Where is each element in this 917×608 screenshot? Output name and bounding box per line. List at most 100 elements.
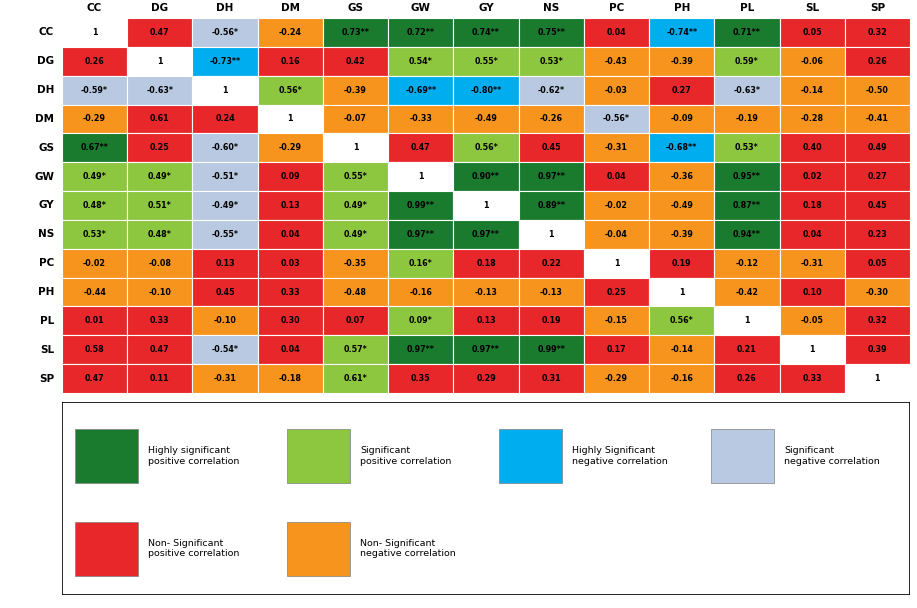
Text: 0.47: 0.47	[150, 28, 170, 37]
Bar	[649, 75, 714, 105]
Text: 0.33: 0.33	[150, 316, 170, 325]
Text: 0.04: 0.04	[281, 230, 300, 239]
Text: 0.55*: 0.55*	[344, 172, 368, 181]
Bar	[649, 133, 714, 162]
Bar	[258, 47, 323, 75]
Text: -0.13: -0.13	[540, 288, 563, 297]
Text: NS: NS	[38, 229, 54, 240]
Text: Highly significant
positive correlation: Highly significant positive correlation	[149, 446, 240, 466]
Text: -0.14: -0.14	[670, 345, 693, 354]
Text: 0.56*: 0.56*	[474, 143, 498, 153]
Text: 0.05: 0.05	[867, 258, 887, 268]
Text: 0.13: 0.13	[476, 316, 496, 325]
Text: -0.14: -0.14	[801, 86, 823, 95]
Bar	[714, 220, 779, 249]
Bar	[287, 429, 350, 483]
Bar	[845, 364, 910, 393]
Text: -0.74**: -0.74**	[666, 28, 697, 37]
Text: SP: SP	[870, 3, 885, 13]
Bar	[779, 162, 845, 191]
Text: DM: DM	[35, 114, 54, 124]
Text: 0.04: 0.04	[802, 230, 822, 239]
Bar	[584, 162, 649, 191]
Bar	[62, 47, 127, 75]
Text: 0.54*: 0.54*	[409, 57, 433, 66]
Bar	[779, 364, 845, 393]
Text: 1: 1	[745, 316, 750, 325]
Bar	[258, 335, 323, 364]
Text: 0.75**: 0.75**	[537, 28, 565, 37]
Text: 0.26: 0.26	[737, 374, 757, 383]
Bar	[127, 105, 193, 133]
Text: 0.18: 0.18	[476, 258, 496, 268]
Text: 1: 1	[548, 230, 554, 239]
Text: GS: GS	[348, 3, 363, 13]
Text: 0.99**: 0.99**	[537, 345, 565, 354]
Text: PL: PL	[740, 3, 754, 13]
Bar	[649, 306, 714, 335]
Text: 0.17: 0.17	[607, 345, 626, 354]
Text: -0.39: -0.39	[344, 86, 367, 95]
Text: -0.16: -0.16	[670, 374, 693, 383]
Bar	[453, 75, 519, 105]
Text: 0.42: 0.42	[346, 57, 365, 66]
Text: -0.63*: -0.63*	[147, 86, 173, 95]
Text: -0.59*: -0.59*	[81, 86, 108, 95]
Bar	[193, 364, 258, 393]
Text: DG: DG	[151, 3, 169, 13]
Bar	[62, 220, 127, 249]
Bar	[323, 162, 388, 191]
Text: 1: 1	[483, 201, 489, 210]
Bar	[323, 306, 388, 335]
Bar	[388, 75, 453, 105]
Text: 1: 1	[288, 114, 293, 123]
Bar	[453, 191, 519, 220]
Text: 0.33: 0.33	[281, 288, 300, 297]
Bar	[453, 162, 519, 191]
Text: 0.47: 0.47	[150, 345, 170, 354]
Text: 0.97**: 0.97**	[407, 345, 435, 354]
Bar	[127, 18, 193, 47]
Text: -0.10: -0.10	[149, 288, 171, 297]
Bar	[845, 162, 910, 191]
Text: 0.57*: 0.57*	[344, 345, 368, 354]
Bar	[193, 335, 258, 364]
Text: PL: PL	[40, 316, 54, 326]
Bar	[62, 133, 127, 162]
Bar	[127, 364, 193, 393]
Text: 0.49*: 0.49*	[344, 230, 368, 239]
Bar	[779, 47, 845, 75]
Text: PC: PC	[39, 258, 54, 268]
Text: -0.49*: -0.49*	[212, 201, 238, 210]
Text: DM: DM	[281, 3, 300, 13]
Bar	[714, 249, 779, 278]
Bar	[584, 18, 649, 47]
Bar	[453, 335, 519, 364]
Text: -0.56*: -0.56*	[603, 114, 630, 123]
Bar	[388, 335, 453, 364]
Bar	[779, 335, 845, 364]
Bar	[258, 105, 323, 133]
Text: 0.97**: 0.97**	[472, 230, 500, 239]
Text: 0.05: 0.05	[802, 28, 822, 37]
Bar	[519, 162, 584, 191]
Text: -0.80**: -0.80**	[470, 86, 502, 95]
Text: 0.49*: 0.49*	[344, 201, 368, 210]
Bar	[584, 75, 649, 105]
Bar	[499, 429, 562, 483]
Bar	[323, 105, 388, 133]
Bar	[714, 162, 779, 191]
Text: -0.35: -0.35	[344, 258, 367, 268]
Text: -0.73**: -0.73**	[209, 57, 240, 66]
Bar	[193, 278, 258, 306]
Bar	[519, 306, 584, 335]
Bar	[127, 249, 193, 278]
Bar	[714, 191, 779, 220]
Text: 0.90**: 0.90**	[472, 172, 500, 181]
Text: 0.31: 0.31	[541, 374, 561, 383]
Bar	[127, 278, 193, 306]
Bar	[519, 105, 584, 133]
Bar	[779, 249, 845, 278]
Bar	[323, 75, 388, 105]
Bar	[323, 133, 388, 162]
